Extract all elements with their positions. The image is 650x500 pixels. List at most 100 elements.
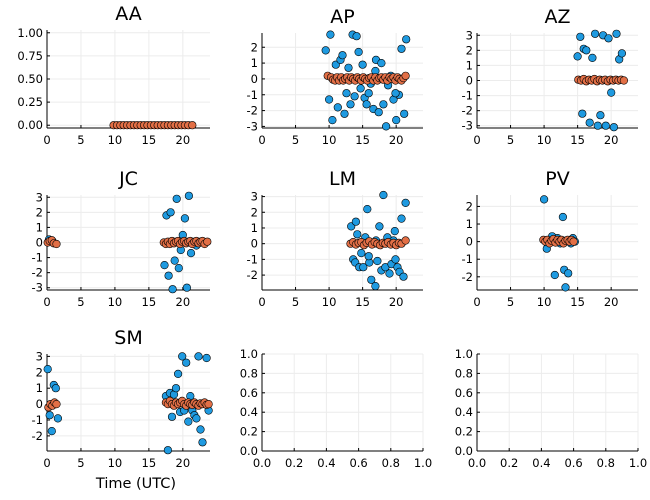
x-tick-label: 15	[570, 295, 585, 309]
x-tick-label: 15	[142, 295, 157, 309]
x-tick-label: 10	[537, 133, 552, 147]
data-point-blue	[539, 195, 549, 204]
y-tick-label: 2	[36, 365, 43, 379]
y-tick-label: 0.2	[240, 425, 258, 439]
data-point-blue	[609, 123, 619, 132]
data-point-orange	[203, 237, 212, 246]
data-point-blue	[53, 414, 63, 423]
y-tick-label: -1	[32, 251, 43, 265]
y-tick-label: -3	[247, 119, 258, 133]
data-point-blue	[593, 121, 602, 130]
y-tick-label: -1	[32, 413, 43, 427]
x-tick-label: 20	[389, 295, 404, 309]
x-tick-label: 0.4	[317, 456, 335, 470]
x-tick-label: 20	[604, 133, 619, 147]
data-point-blue	[357, 249, 366, 258]
data-point-blue	[164, 271, 173, 280]
data-point-blue	[198, 438, 207, 447]
data-point-blue	[184, 417, 193, 426]
y-tick-label: 0.0	[240, 444, 258, 458]
panel-title: LM	[329, 168, 356, 190]
data-point-blue	[377, 58, 386, 68]
x-tick-label: 0.4	[532, 456, 550, 470]
data-point-blue	[325, 95, 334, 104]
data-point-blue	[379, 190, 388, 200]
data-point-blue	[174, 369, 183, 379]
data-point-blue	[617, 49, 627, 58]
data-point-blue	[166, 208, 175, 217]
data-point-blue	[400, 109, 409, 118]
x-tick-label: 0.8	[597, 456, 615, 470]
y-tick-label: -2	[247, 104, 258, 118]
y-tick-label: 0.00	[17, 118, 43, 132]
data-point-blue	[45, 411, 54, 420]
y-tick-label: 1	[36, 381, 43, 395]
x-tick-label: 20	[604, 295, 619, 309]
panel-title: PV	[545, 168, 569, 190]
y-tick-label: -1	[462, 89, 473, 103]
y-tick-label: 1.00	[17, 26, 43, 40]
data-point-blue	[367, 275, 376, 284]
data-point-blue	[578, 109, 587, 118]
y-tick-label: -2	[462, 104, 473, 118]
data-point-blue	[172, 194, 181, 203]
data-point-blue	[342, 89, 351, 98]
data-point-blue	[338, 51, 347, 60]
x-tick-label: 20	[176, 295, 191, 309]
data-point-blue	[358, 60, 367, 69]
y-tick-label: 1	[251, 56, 258, 70]
data-point-blue	[550, 270, 559, 280]
data-point-blue	[168, 285, 177, 294]
x-tick-label: 10	[108, 456, 123, 470]
data-point-blue	[363, 205, 372, 214]
data-point-blue	[333, 103, 342, 112]
data-point-blue	[350, 92, 359, 101]
data-point-blue	[351, 217, 361, 226]
y-tick-label: 0.6	[240, 386, 258, 400]
data-point-blue	[397, 44, 406, 53]
x-tick-label: 0.0	[468, 456, 486, 470]
y-tick-label: -2	[247, 268, 258, 282]
data-point-blue	[359, 263, 368, 272]
panel-title: AP	[330, 6, 354, 28]
y-tick-label: 0.75	[17, 49, 43, 63]
y-tick-label: -1	[247, 88, 258, 102]
data-point-blue	[585, 118, 594, 127]
x-tick-label: 0.6	[349, 456, 367, 470]
y-tick-label: -3	[32, 281, 43, 295]
y-tick-label: 0.50	[17, 72, 43, 86]
data-point-blue	[184, 191, 193, 200]
y-tick-label: 3	[251, 190, 258, 204]
data-point-blue	[391, 89, 400, 98]
y-tick-label: -3	[462, 119, 473, 133]
x-tick-label: 0.0	[253, 456, 271, 470]
data-point-blue	[401, 198, 410, 207]
y-tick-label: 1	[466, 217, 473, 231]
y-tick-label: 3	[36, 349, 43, 363]
data-point-blue	[375, 222, 384, 231]
y-tick-label: 0.25	[17, 95, 43, 109]
panel-title: JC	[118, 168, 138, 190]
data-point-blue	[182, 358, 191, 367]
x-tick-label: 0.6	[564, 456, 582, 470]
data-point-blue	[379, 100, 388, 109]
data-point-blue	[382, 122, 391, 131]
y-tick-label: 0.8	[455, 366, 473, 380]
x-tick-label: 20	[176, 133, 191, 147]
panel-title: AA	[115, 3, 142, 25]
x-tick-label: 15	[142, 456, 157, 470]
data-point-blue	[390, 227, 399, 236]
y-tick-label: 1	[251, 221, 258, 235]
x-tick-label: 15	[570, 133, 585, 147]
x-tick-label: 0	[43, 456, 50, 470]
x-axis-label: Time (UTC)	[95, 476, 176, 492]
x-tick-label: 15	[142, 133, 157, 147]
data-point-blue	[596, 111, 605, 120]
x-tick-label: 10	[322, 133, 337, 147]
data-point-blue	[344, 63, 353, 72]
x-tick-label: 5	[507, 133, 514, 147]
x-tick-label: 10	[322, 295, 337, 309]
